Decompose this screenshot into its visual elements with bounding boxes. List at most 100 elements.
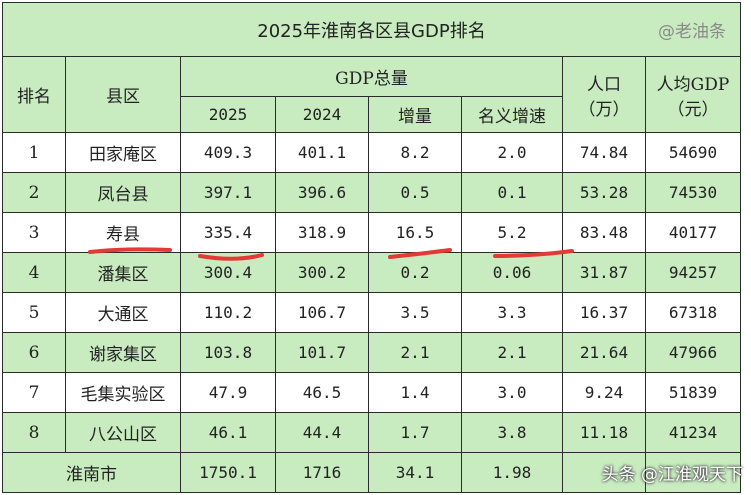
rank-cell: 4 bbox=[2, 252, 66, 293]
page-title: 2025年淮南各区县GDP排名 bbox=[257, 20, 486, 42]
gdp2024-cell: 318.9 bbox=[275, 212, 369, 253]
per-capita-cell: 40177 bbox=[645, 212, 741, 253]
total-pop bbox=[562, 452, 646, 493]
header-row-1: 排名 县区 GDP总量 人口 （万） 人均GDP （元） bbox=[2, 56, 741, 133]
table-row: 7 毛集实验区 47.9 46.5 1.4 3.0 9.24 51839 bbox=[2, 372, 741, 413]
gdp2024-cell: 396.6 bbox=[275, 172, 369, 213]
increment-cell: 8.2 bbox=[368, 132, 462, 173]
title-row: 2025年淮南各区县GDP排名 @老油条 bbox=[2, 2, 741, 57]
growth-cell: 3.3 bbox=[461, 292, 563, 333]
per-capita-cell: 94257 bbox=[645, 252, 741, 293]
per-capita-cell: 54690 bbox=[645, 132, 741, 173]
gdp2025-cell: 300.4 bbox=[180, 252, 276, 293]
author-watermark: @老油条 bbox=[658, 22, 726, 42]
footer-watermark: 头条 @江淮观天下 bbox=[601, 465, 743, 485]
table-row: 2 凤台县 397.1 396.6 0.5 0.1 53.28 74530 bbox=[2, 172, 741, 213]
title-cell: 2025年淮南各区县GDP排名 @老油条 bbox=[2, 2, 741, 57]
county-cell: 毛集实验区 bbox=[65, 372, 181, 413]
county-cell: 谢家集区 bbox=[65, 332, 181, 373]
growth-cell: 0.1 bbox=[461, 172, 563, 213]
county-cell: 潘集区 bbox=[65, 252, 181, 293]
header-per-capita-label: 人均GDP bbox=[656, 74, 730, 95]
total-name: 淮南市 bbox=[2, 452, 181, 493]
gdp2024-cell: 106.7 bbox=[275, 292, 369, 333]
table-row: 3 寿县 335.4 318.9 16.5 5.2 83.48 40177 bbox=[2, 212, 741, 253]
header-rank: 排名 bbox=[2, 56, 66, 133]
rank-cell: 6 bbox=[2, 332, 66, 373]
rank-cell: 2 bbox=[2, 172, 66, 213]
increment-cell: 0.5 bbox=[368, 172, 462, 213]
total-pcgdp bbox=[645, 452, 741, 493]
increment-cell: 3.5 bbox=[368, 292, 462, 333]
header-2024: 2024 bbox=[275, 96, 369, 133]
population-cell: 9.24 bbox=[562, 372, 646, 413]
header-county: 县区 bbox=[65, 56, 181, 133]
per-capita-cell: 51839 bbox=[645, 372, 741, 413]
per-capita-cell: 47966 bbox=[645, 332, 741, 373]
gdp2024-cell: 401.1 bbox=[275, 132, 369, 173]
gdp2025-cell: 47.9 bbox=[180, 372, 276, 413]
table-row: 5 大通区 110.2 106.7 3.5 3.3 16.37 67318 bbox=[2, 292, 741, 333]
county-cell: 田家庵区 bbox=[65, 132, 181, 173]
header-population-unit: （万） bbox=[578, 99, 630, 120]
total-increment: 34.1 bbox=[368, 452, 462, 493]
per-capita-cell: 41234 bbox=[645, 412, 741, 453]
county-cell: 大通区 bbox=[65, 292, 181, 333]
header-2025: 2025 bbox=[180, 96, 276, 133]
population-cell: 31.87 bbox=[562, 252, 646, 293]
gdp2025-cell: 46.1 bbox=[180, 412, 276, 453]
rank-cell: 7 bbox=[2, 372, 66, 413]
rank-cell: 3 bbox=[2, 212, 66, 253]
county-cell: 八公山区 bbox=[65, 412, 181, 453]
gdp2024-cell: 300.2 bbox=[275, 252, 369, 293]
increment-cell: 16.5 bbox=[368, 212, 462, 253]
gdp2024-cell: 46.5 bbox=[275, 372, 369, 413]
growth-cell: 3.8 bbox=[461, 412, 563, 453]
header-gdp-total: GDP总量 bbox=[180, 56, 563, 97]
population-cell: 11.18 bbox=[562, 412, 646, 453]
gdp2025-cell: 110.2 bbox=[180, 292, 276, 333]
growth-cell: 0.06 bbox=[461, 252, 563, 293]
header-population: 人口 （万） bbox=[562, 56, 646, 133]
per-capita-cell: 74530 bbox=[645, 172, 741, 213]
increment-cell: 1.4 bbox=[368, 372, 462, 413]
county-cell: 凤台县 bbox=[65, 172, 181, 213]
total-growth: 1.98 bbox=[461, 452, 563, 493]
gdp2024-cell: 101.7 bbox=[275, 332, 369, 373]
rank-cell: 1 bbox=[2, 132, 66, 173]
population-cell: 21.64 bbox=[562, 332, 646, 373]
rank-cell: 8 bbox=[2, 412, 66, 453]
population-cell: 16.37 bbox=[562, 292, 646, 333]
total-gdp2024: 1716 bbox=[275, 452, 369, 493]
header-per-capita: 人均GDP （元） bbox=[645, 56, 741, 133]
increment-cell: 0.2 bbox=[368, 252, 462, 293]
rank-cell: 5 bbox=[2, 292, 66, 333]
growth-cell: 2.1 bbox=[461, 332, 563, 373]
gdp2025-cell: 409.3 bbox=[180, 132, 276, 173]
gdp2025-cell: 335.4 bbox=[180, 212, 276, 253]
per-capita-cell: 67318 bbox=[645, 292, 741, 333]
county-cell: 寿县 bbox=[65, 212, 181, 253]
table-row: 6 谢家集区 103.8 101.7 2.1 2.1 21.64 47966 bbox=[2, 332, 741, 373]
gdp2025-cell: 397.1 bbox=[180, 172, 276, 213]
table-row: 4 潘集区 300.4 300.2 0.2 0.06 31.87 94257 bbox=[2, 252, 741, 293]
header-population-label: 人口 bbox=[587, 74, 621, 95]
gdp-ranking-table: 2025年淮南各区县GDP排名 @老油条 排名 县区 GDP总量 人口 （万） … bbox=[2, 2, 741, 493]
growth-cell: 2.0 bbox=[461, 132, 563, 173]
total-row: 淮南市 1750.1 1716 34.1 1.98 bbox=[2, 452, 741, 493]
population-cell: 53.28 bbox=[562, 172, 646, 213]
header-row-2: 2025 2024 增量 名义增速 bbox=[3, 96, 741, 133]
gdp2024-cell: 44.4 bbox=[275, 412, 369, 453]
total-gdp2025: 1750.1 bbox=[180, 452, 276, 493]
increment-cell: 1.7 bbox=[368, 412, 462, 453]
growth-cell: 5.2 bbox=[461, 212, 563, 253]
gdp2025-cell: 103.8 bbox=[180, 332, 276, 373]
table-row: 1 田家庵区 409.3 401.1 8.2 2.0 74.84 54690 bbox=[2, 132, 741, 173]
growth-cell: 3.0 bbox=[461, 372, 563, 413]
header-increment: 增量 bbox=[368, 96, 462, 133]
population-cell: 74.84 bbox=[562, 132, 646, 173]
header-per-capita-unit: （元） bbox=[667, 99, 719, 120]
increment-cell: 2.1 bbox=[368, 332, 462, 373]
header-nominal-growth: 名义增速 bbox=[461, 96, 563, 133]
